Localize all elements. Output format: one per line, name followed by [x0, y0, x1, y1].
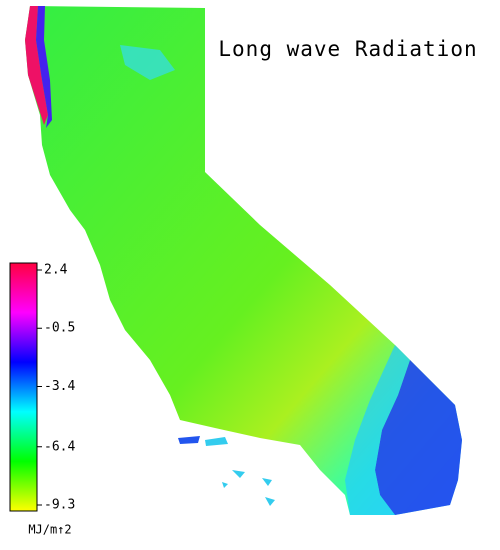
colorbar-tick-label: 2.4	[44, 263, 68, 278]
map-title: Long wave Radiation	[218, 37, 477, 61]
island	[265, 497, 275, 506]
mountain-patch	[120, 45, 175, 80]
island	[178, 436, 200, 444]
desert-fringe	[345, 345, 410, 515]
island	[222, 482, 228, 488]
island	[232, 470, 245, 478]
land	[25, 6, 462, 515]
high-desert-zone	[375, 360, 462, 515]
california-map	[25, 6, 462, 515]
island	[205, 437, 228, 446]
colorbar-tick-label: -0.5	[44, 321, 75, 336]
colorbar-unit: MJ/m↑2	[28, 523, 71, 537]
colorbar-tick-label: -3.4	[44, 379, 75, 394]
coast-strip	[25, 6, 48, 125]
coast-strip-edge	[36, 6, 52, 128]
colorbar-tick-label: -6.4	[44, 439, 75, 454]
colorbar-tick-label: -9.3	[44, 498, 75, 513]
colorbar	[9, 262, 38, 512]
island	[262, 478, 272, 486]
